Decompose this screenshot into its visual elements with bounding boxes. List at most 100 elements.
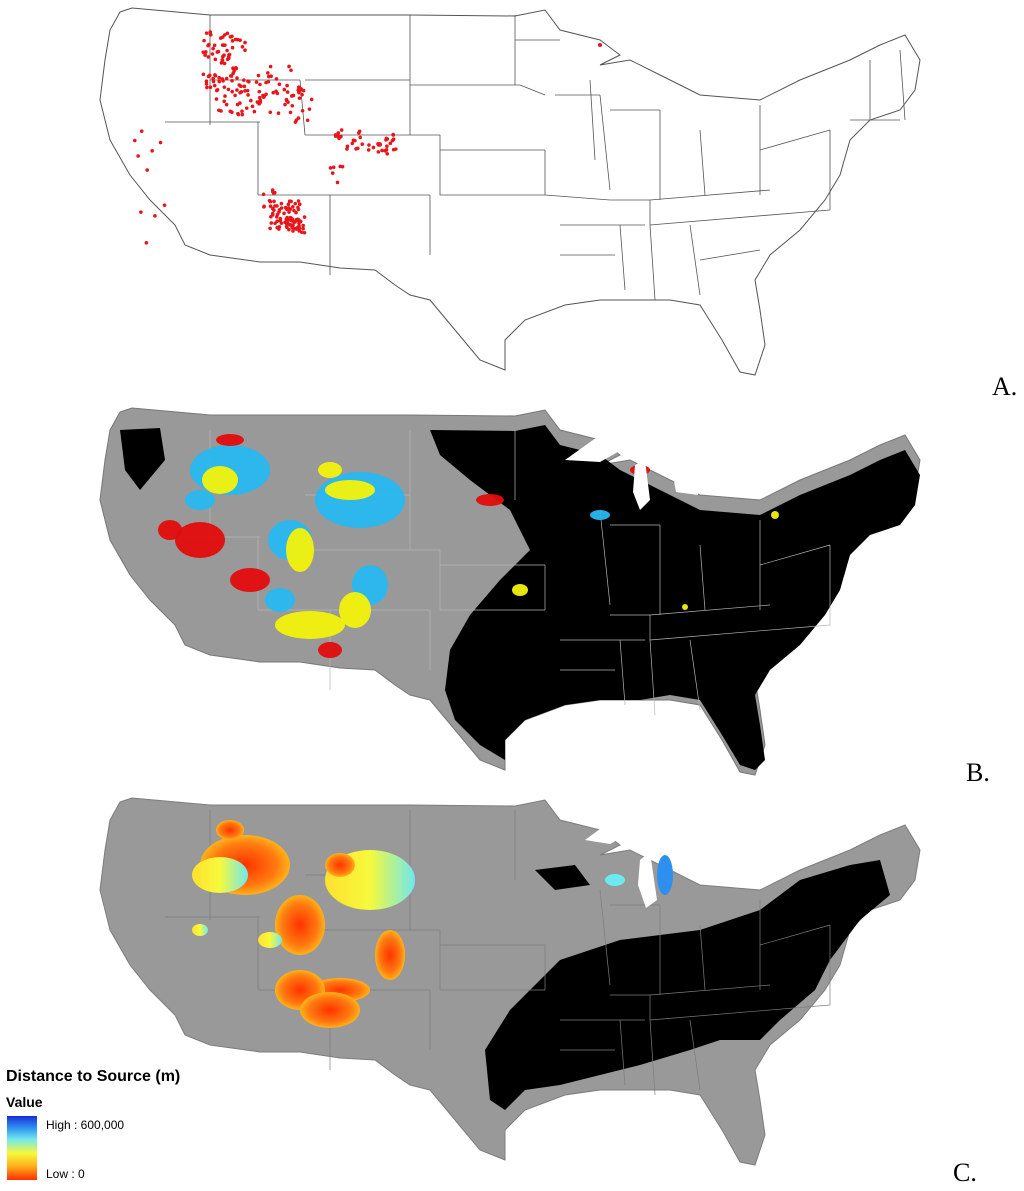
occurrence-point xyxy=(289,68,293,73)
panel-label-a: A. xyxy=(992,372,1018,401)
occurrence-point xyxy=(219,109,223,113)
occurrence-point xyxy=(139,129,144,133)
patch-yellow xyxy=(202,466,238,494)
occurrence-point xyxy=(264,92,268,97)
map-panel-c: C. xyxy=(0,790,1024,1191)
occurrence-point xyxy=(213,73,217,77)
patch-cyan xyxy=(265,588,295,612)
us-outline xyxy=(99,7,921,376)
occurrence-point xyxy=(212,43,217,48)
occurrence-point xyxy=(212,83,217,88)
occurrence-point xyxy=(305,118,310,123)
panel-label-b: B. xyxy=(966,758,990,787)
occurrence-point xyxy=(309,97,314,102)
occurrence-point xyxy=(277,208,282,212)
occurrence-point xyxy=(201,72,206,77)
occurrence-point xyxy=(302,230,307,235)
occurrence-point xyxy=(297,226,302,231)
black-region xyxy=(120,428,165,490)
occurrence-point xyxy=(238,101,242,105)
occurrence-point xyxy=(222,33,227,37)
occurrence-point xyxy=(238,90,242,95)
occurrence-point xyxy=(301,226,305,231)
occurrence-point xyxy=(376,143,381,147)
occurrence-point xyxy=(210,52,215,56)
occurrence-point xyxy=(144,240,149,245)
occurrence-point xyxy=(225,31,230,36)
occurrence-point xyxy=(267,198,272,203)
occurrence-point xyxy=(205,85,209,90)
occurrence-point xyxy=(222,85,227,89)
occurrence-point xyxy=(211,76,215,81)
occurrence-point xyxy=(211,79,216,84)
occurrence-point xyxy=(235,37,240,42)
patch-red xyxy=(318,642,342,658)
occurrence-point xyxy=(285,225,289,229)
occurrence-point xyxy=(236,112,241,117)
occurrence-point xyxy=(202,38,206,43)
patch-red xyxy=(158,520,182,540)
occurrence-point xyxy=(289,199,293,204)
occurrence-point xyxy=(268,204,273,208)
patch-yellow xyxy=(682,604,688,610)
us-outline xyxy=(99,797,921,1166)
occurrence-point xyxy=(288,216,293,220)
occurrence-point xyxy=(296,116,301,120)
us-landmass xyxy=(99,7,921,376)
occurrence-point xyxy=(246,93,250,97)
occurrence-point xyxy=(208,30,213,34)
occurrence-point xyxy=(288,222,292,227)
patch-yellow xyxy=(325,480,375,500)
occurrence-point xyxy=(384,138,388,142)
occurrence-point xyxy=(376,150,381,154)
map-panel-a: A. xyxy=(0,0,1024,401)
occurrence-point xyxy=(285,83,289,88)
occurrence-point xyxy=(217,75,221,80)
occurrence-point xyxy=(287,64,291,69)
occurrence-point xyxy=(221,43,226,48)
occurrence-point xyxy=(243,40,247,45)
occurrence-point xyxy=(293,220,297,224)
occurrence-point xyxy=(339,128,344,132)
occurrence-point xyxy=(384,148,389,152)
occurrence-point xyxy=(220,57,225,62)
legend-subtitle: Value xyxy=(6,1094,43,1110)
occurrence-point xyxy=(224,76,229,81)
occurrence-point xyxy=(283,102,287,107)
patch-yellow xyxy=(512,584,528,596)
patch-red xyxy=(476,494,504,506)
patch-red xyxy=(175,522,225,558)
occurrence-point xyxy=(158,140,163,145)
occurrence-point xyxy=(230,45,235,50)
occurrence-point xyxy=(301,88,306,93)
occurrence-point xyxy=(293,120,298,124)
occurrence-point xyxy=(302,215,307,219)
occurrence-point xyxy=(203,53,207,57)
occurrence-point xyxy=(274,77,279,81)
us-states-map-points xyxy=(99,7,921,376)
occurrence-point xyxy=(234,66,238,70)
occurrence-point xyxy=(298,219,303,224)
occurrence-point xyxy=(229,74,234,78)
occurrence-point xyxy=(232,69,236,73)
occurrence-point xyxy=(291,205,295,209)
occurrence-point xyxy=(273,204,277,208)
patch-red xyxy=(230,568,270,592)
patch-yellow xyxy=(339,592,371,628)
occurrence-point xyxy=(371,145,376,150)
patch-high xyxy=(605,874,625,886)
occurrence-point xyxy=(360,142,365,146)
occurrence-point xyxy=(366,148,371,152)
occurrence-point xyxy=(307,107,312,111)
occurrence-point xyxy=(338,164,343,169)
occurrence-point xyxy=(337,136,341,141)
occurrence-point xyxy=(162,203,167,207)
occurrence-point xyxy=(286,202,291,207)
occurrence-point xyxy=(297,88,302,93)
occurrence-point xyxy=(270,206,275,211)
occurrence-point xyxy=(390,138,395,143)
black-region xyxy=(485,860,890,1110)
patch-cyan xyxy=(185,490,215,510)
occurrence-point xyxy=(139,210,143,214)
occurrence-point xyxy=(222,99,226,104)
